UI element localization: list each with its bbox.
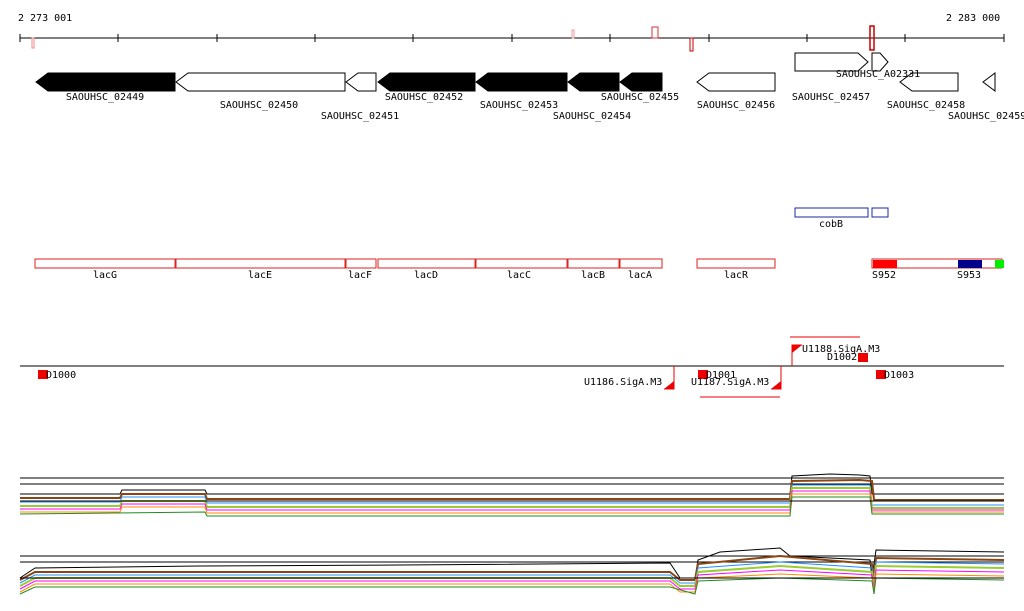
- gene-arrow[interactable]: [567, 72, 620, 92]
- cobb-track: [794, 207, 889, 218]
- lac-label: lacA: [627, 270, 653, 281]
- gene-label: SAOUHSC_02451: [320, 111, 400, 122]
- lac-box[interactable]: [34, 258, 176, 269]
- gene-arrow[interactable]: [982, 72, 996, 92]
- promoter-arrow: [664, 381, 674, 389]
- feature-marker[interactable]: [698, 370, 708, 379]
- gene-label: SAOUHSC_A02331: [835, 69, 921, 80]
- gene-arrow[interactable]: [35, 72, 176, 92]
- lac-box[interactable]: [345, 258, 377, 269]
- gene-label: SAOUHSC_02452: [384, 92, 464, 103]
- lac-label: lacG: [92, 270, 118, 281]
- feature-label: D1000: [46, 370, 77, 381]
- gene-arrow[interactable]: [619, 72, 663, 92]
- gene-arrow[interactable]: [345, 72, 377, 92]
- ruler-end-label: 2 283 000: [946, 13, 1001, 24]
- gene-label: SAOUHSC_02449: [65, 92, 145, 103]
- ruler-axis: [19, 25, 1005, 52]
- feature-label: U1186.SigA.M3: [584, 377, 663, 388]
- gene-arrow[interactable]: [475, 72, 568, 92]
- feature-label: D1001: [706, 370, 737, 381]
- feature-marker[interactable]: [38, 370, 48, 379]
- lac-label: lacB: [580, 270, 606, 281]
- expression-track-1: [19, 473, 1004, 517]
- segment-label: S953: [956, 270, 982, 281]
- segment-s952-fill: [873, 260, 897, 268]
- segment-green-fill: [995, 260, 1004, 268]
- lac-box[interactable]: [377, 258, 476, 269]
- segment-label: S952: [871, 270, 897, 281]
- gene-arrow[interactable]: [175, 72, 346, 92]
- expression-track-2: [19, 547, 1005, 595]
- lac-box[interactable]: [475, 258, 568, 269]
- lac-label: lacF: [347, 270, 373, 281]
- gene-label: SAOUHSC_02456: [696, 100, 776, 111]
- gene-arrow[interactable]: [871, 52, 889, 72]
- gene-arrow[interactable]: [794, 52, 869, 72]
- segment-track: [871, 258, 1004, 269]
- gene-label: SAOUHSC_02455: [600, 92, 680, 103]
- cobb-box[interactable]: [871, 207, 889, 218]
- gene-label: SAOUHSC_02459: [948, 111, 1024, 122]
- lac-label: lacD: [413, 270, 439, 281]
- gene-arrow[interactable]: [377, 72, 476, 92]
- gene-arrow[interactable]: [696, 72, 776, 92]
- lac-label: lacC: [506, 270, 532, 281]
- gene-label: SAOUHSC_02454: [552, 111, 632, 122]
- promoter-arrow: [771, 381, 781, 389]
- feature-marker[interactable]: [876, 370, 886, 379]
- promoter-arrow: [792, 345, 802, 353]
- gene-label: SAOUHSC_02457: [791, 92, 871, 103]
- ruler-start-label: 2 273 001: [18, 13, 73, 24]
- lac-box[interactable]: [696, 258, 776, 269]
- gene-label: SAOUHSC_02450: [219, 100, 299, 111]
- lac-box[interactable]: [175, 258, 346, 269]
- feature-marker[interactable]: [858, 353, 868, 362]
- gene-arrow[interactable]: [899, 72, 959, 92]
- gene-label: SAOUHSC_02458: [886, 100, 966, 111]
- operon-track: [34, 258, 776, 269]
- lac-box[interactable]: [619, 258, 663, 269]
- lac-label: lacR: [723, 270, 749, 281]
- feature-label: U1188.SigA.M3: [802, 344, 881, 355]
- lac-box[interactable]: [567, 258, 620, 269]
- feature-label: U1187.SigA.M3: [691, 377, 770, 388]
- feature-label: D1003: [884, 370, 915, 381]
- gene-track: [35, 52, 996, 92]
- feature-track: [20, 336, 1004, 398]
- segment-s953-fill: [958, 260, 982, 268]
- cobb-box[interactable]: [794, 207, 869, 218]
- cobb-label: cobB: [818, 219, 844, 230]
- lac-label: lacE: [247, 270, 273, 281]
- gene-label: SAOUHSC_02453: [479, 100, 559, 111]
- feature-label: D1002: [827, 352, 858, 363]
